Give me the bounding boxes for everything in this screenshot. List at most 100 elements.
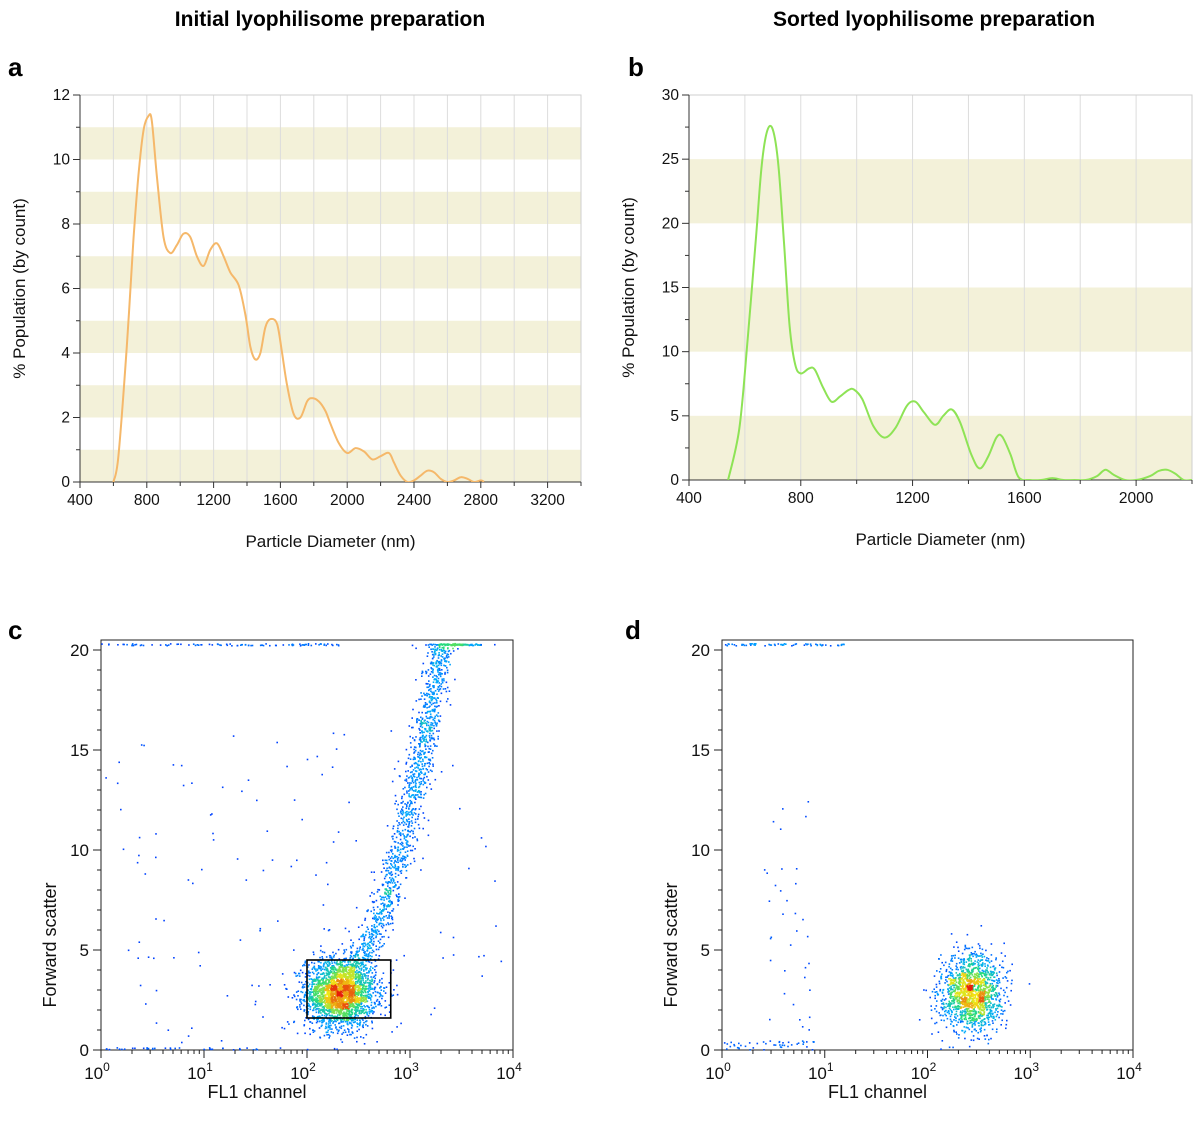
scatter-point xyxy=(358,976,360,978)
scatter-point xyxy=(331,1014,333,1017)
scatter-point xyxy=(390,730,393,732)
scatter-point xyxy=(371,980,373,983)
scatter-point xyxy=(220,644,222,647)
scatter-point xyxy=(318,982,321,984)
scatter-point xyxy=(327,997,330,999)
scatter-point xyxy=(433,727,435,730)
scatter-point xyxy=(365,987,368,990)
scatter-point xyxy=(140,744,143,746)
scatter-point xyxy=(298,981,301,983)
scatter-point xyxy=(345,1019,348,1021)
scatter-point xyxy=(387,936,390,939)
scatter-point xyxy=(430,730,432,732)
scatter-point xyxy=(384,891,386,894)
scatter-point xyxy=(314,980,317,982)
scatter-point xyxy=(333,976,336,978)
scatter-point xyxy=(418,746,421,748)
scatter-point xyxy=(402,788,405,790)
scatter-point xyxy=(346,1007,348,1009)
scatter-point xyxy=(354,992,356,995)
scatter-point xyxy=(321,951,324,953)
scatter-point xyxy=(302,644,305,646)
scatter-point xyxy=(315,1005,317,1007)
scatter-point xyxy=(362,943,365,945)
scatter-point xyxy=(318,989,320,991)
scatter-point xyxy=(281,973,284,975)
scatter-point xyxy=(322,904,325,906)
scatter-point xyxy=(353,966,355,968)
scatter-point xyxy=(434,652,437,655)
scatter-point xyxy=(304,960,307,963)
scatter-point xyxy=(363,1012,365,1015)
scatter-point xyxy=(338,988,341,991)
scatter-point xyxy=(318,1020,321,1023)
scatter-point xyxy=(368,953,370,955)
scatter-point xyxy=(330,956,333,959)
scatter-point xyxy=(385,915,388,917)
scatter-point xyxy=(347,986,350,989)
scatter-point xyxy=(318,1015,321,1017)
scatter-point xyxy=(330,1014,333,1017)
scatter-point xyxy=(395,861,398,863)
scatter-point xyxy=(408,824,410,826)
scatter-point xyxy=(419,796,421,799)
scatter-point xyxy=(421,735,424,737)
scatter-point xyxy=(929,996,931,999)
scatter-point xyxy=(958,993,960,996)
x-tick-label: 800 xyxy=(788,490,814,507)
scatter-point xyxy=(420,716,422,719)
scatter-point xyxy=(296,1006,298,1009)
scatter-point xyxy=(409,758,412,760)
scatter-point xyxy=(355,998,357,1000)
scatter-point xyxy=(181,1041,183,1044)
scatter-point xyxy=(351,983,354,986)
x-tick-label: 101 xyxy=(187,1060,213,1083)
scatter-point xyxy=(345,986,347,988)
scatter-point xyxy=(349,1004,352,1006)
scatter-point xyxy=(323,983,325,986)
scatter-point xyxy=(974,1014,976,1016)
scatter-point xyxy=(350,980,353,982)
scatter-point xyxy=(403,837,406,840)
scatter-point xyxy=(397,899,399,901)
scatter-point xyxy=(365,1008,367,1011)
scatter-point xyxy=(371,1009,374,1012)
scatter-point xyxy=(435,723,438,726)
scatter-point xyxy=(950,960,952,962)
scatter-point xyxy=(366,981,369,984)
scatter-point xyxy=(365,985,368,988)
scatter-point xyxy=(427,758,430,761)
scatter-point xyxy=(1002,1013,1004,1015)
scatter-point xyxy=(315,1007,318,1010)
scatter-point xyxy=(362,987,365,990)
y-tick-label: 10 xyxy=(70,841,89,860)
scatter-point xyxy=(982,1002,985,1004)
scatter-point xyxy=(388,900,390,903)
scatter-point xyxy=(367,975,369,977)
scatter-point xyxy=(436,688,439,690)
scatter-point xyxy=(351,969,353,971)
scatter-point xyxy=(405,842,408,844)
scatter-point xyxy=(397,824,399,827)
scatter-point xyxy=(341,1041,344,1043)
scatter-point xyxy=(422,758,424,761)
scatter-point xyxy=(364,1015,367,1018)
scatter-point xyxy=(346,986,348,989)
scatter-point xyxy=(425,723,428,725)
scatter-point xyxy=(984,963,986,965)
scatter-point xyxy=(313,989,315,992)
scatter-point xyxy=(382,972,385,974)
scatter-point xyxy=(342,999,344,1001)
scatter-point xyxy=(434,722,437,724)
panel-label-d: d xyxy=(625,615,641,645)
scatter-point xyxy=(351,964,353,966)
scatter-point xyxy=(320,1025,323,1028)
scatter-point xyxy=(343,1014,345,1017)
scatter-point xyxy=(309,991,311,993)
scatter-point xyxy=(368,990,371,992)
scatter-point xyxy=(326,961,329,963)
scatter-point xyxy=(330,983,333,985)
scatter-point xyxy=(447,650,450,653)
scatter-point xyxy=(411,794,413,797)
scatter-point xyxy=(275,644,277,647)
